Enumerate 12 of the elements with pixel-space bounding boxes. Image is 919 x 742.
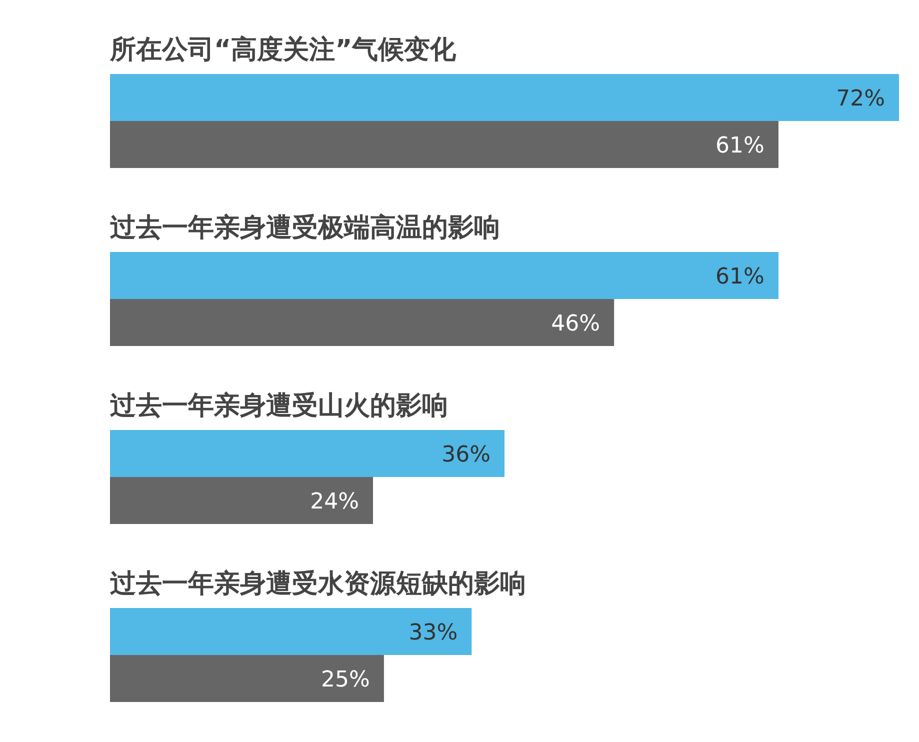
data-label: 36% bbox=[442, 442, 490, 468]
category-label: 所在公司“高度关注”气候变化 bbox=[110, 35, 456, 65]
data-label: 24% bbox=[310, 490, 359, 514]
data-label: 72% bbox=[836, 86, 885, 112]
category-label: 过去一年亲身遭受极端高温的影响 bbox=[110, 213, 500, 243]
category-label: 过去一年亲身遭受山火的影响 bbox=[110, 391, 448, 421]
data-label: 61% bbox=[716, 134, 764, 158]
data-label: 25% bbox=[321, 668, 370, 692]
data-label: 46% bbox=[551, 312, 600, 336]
category-label: 过去一年亲身遭受水资源短缺的影响 bbox=[110, 569, 526, 599]
data-label: 61% bbox=[716, 264, 764, 290]
data-label: 33% bbox=[408, 620, 458, 646]
